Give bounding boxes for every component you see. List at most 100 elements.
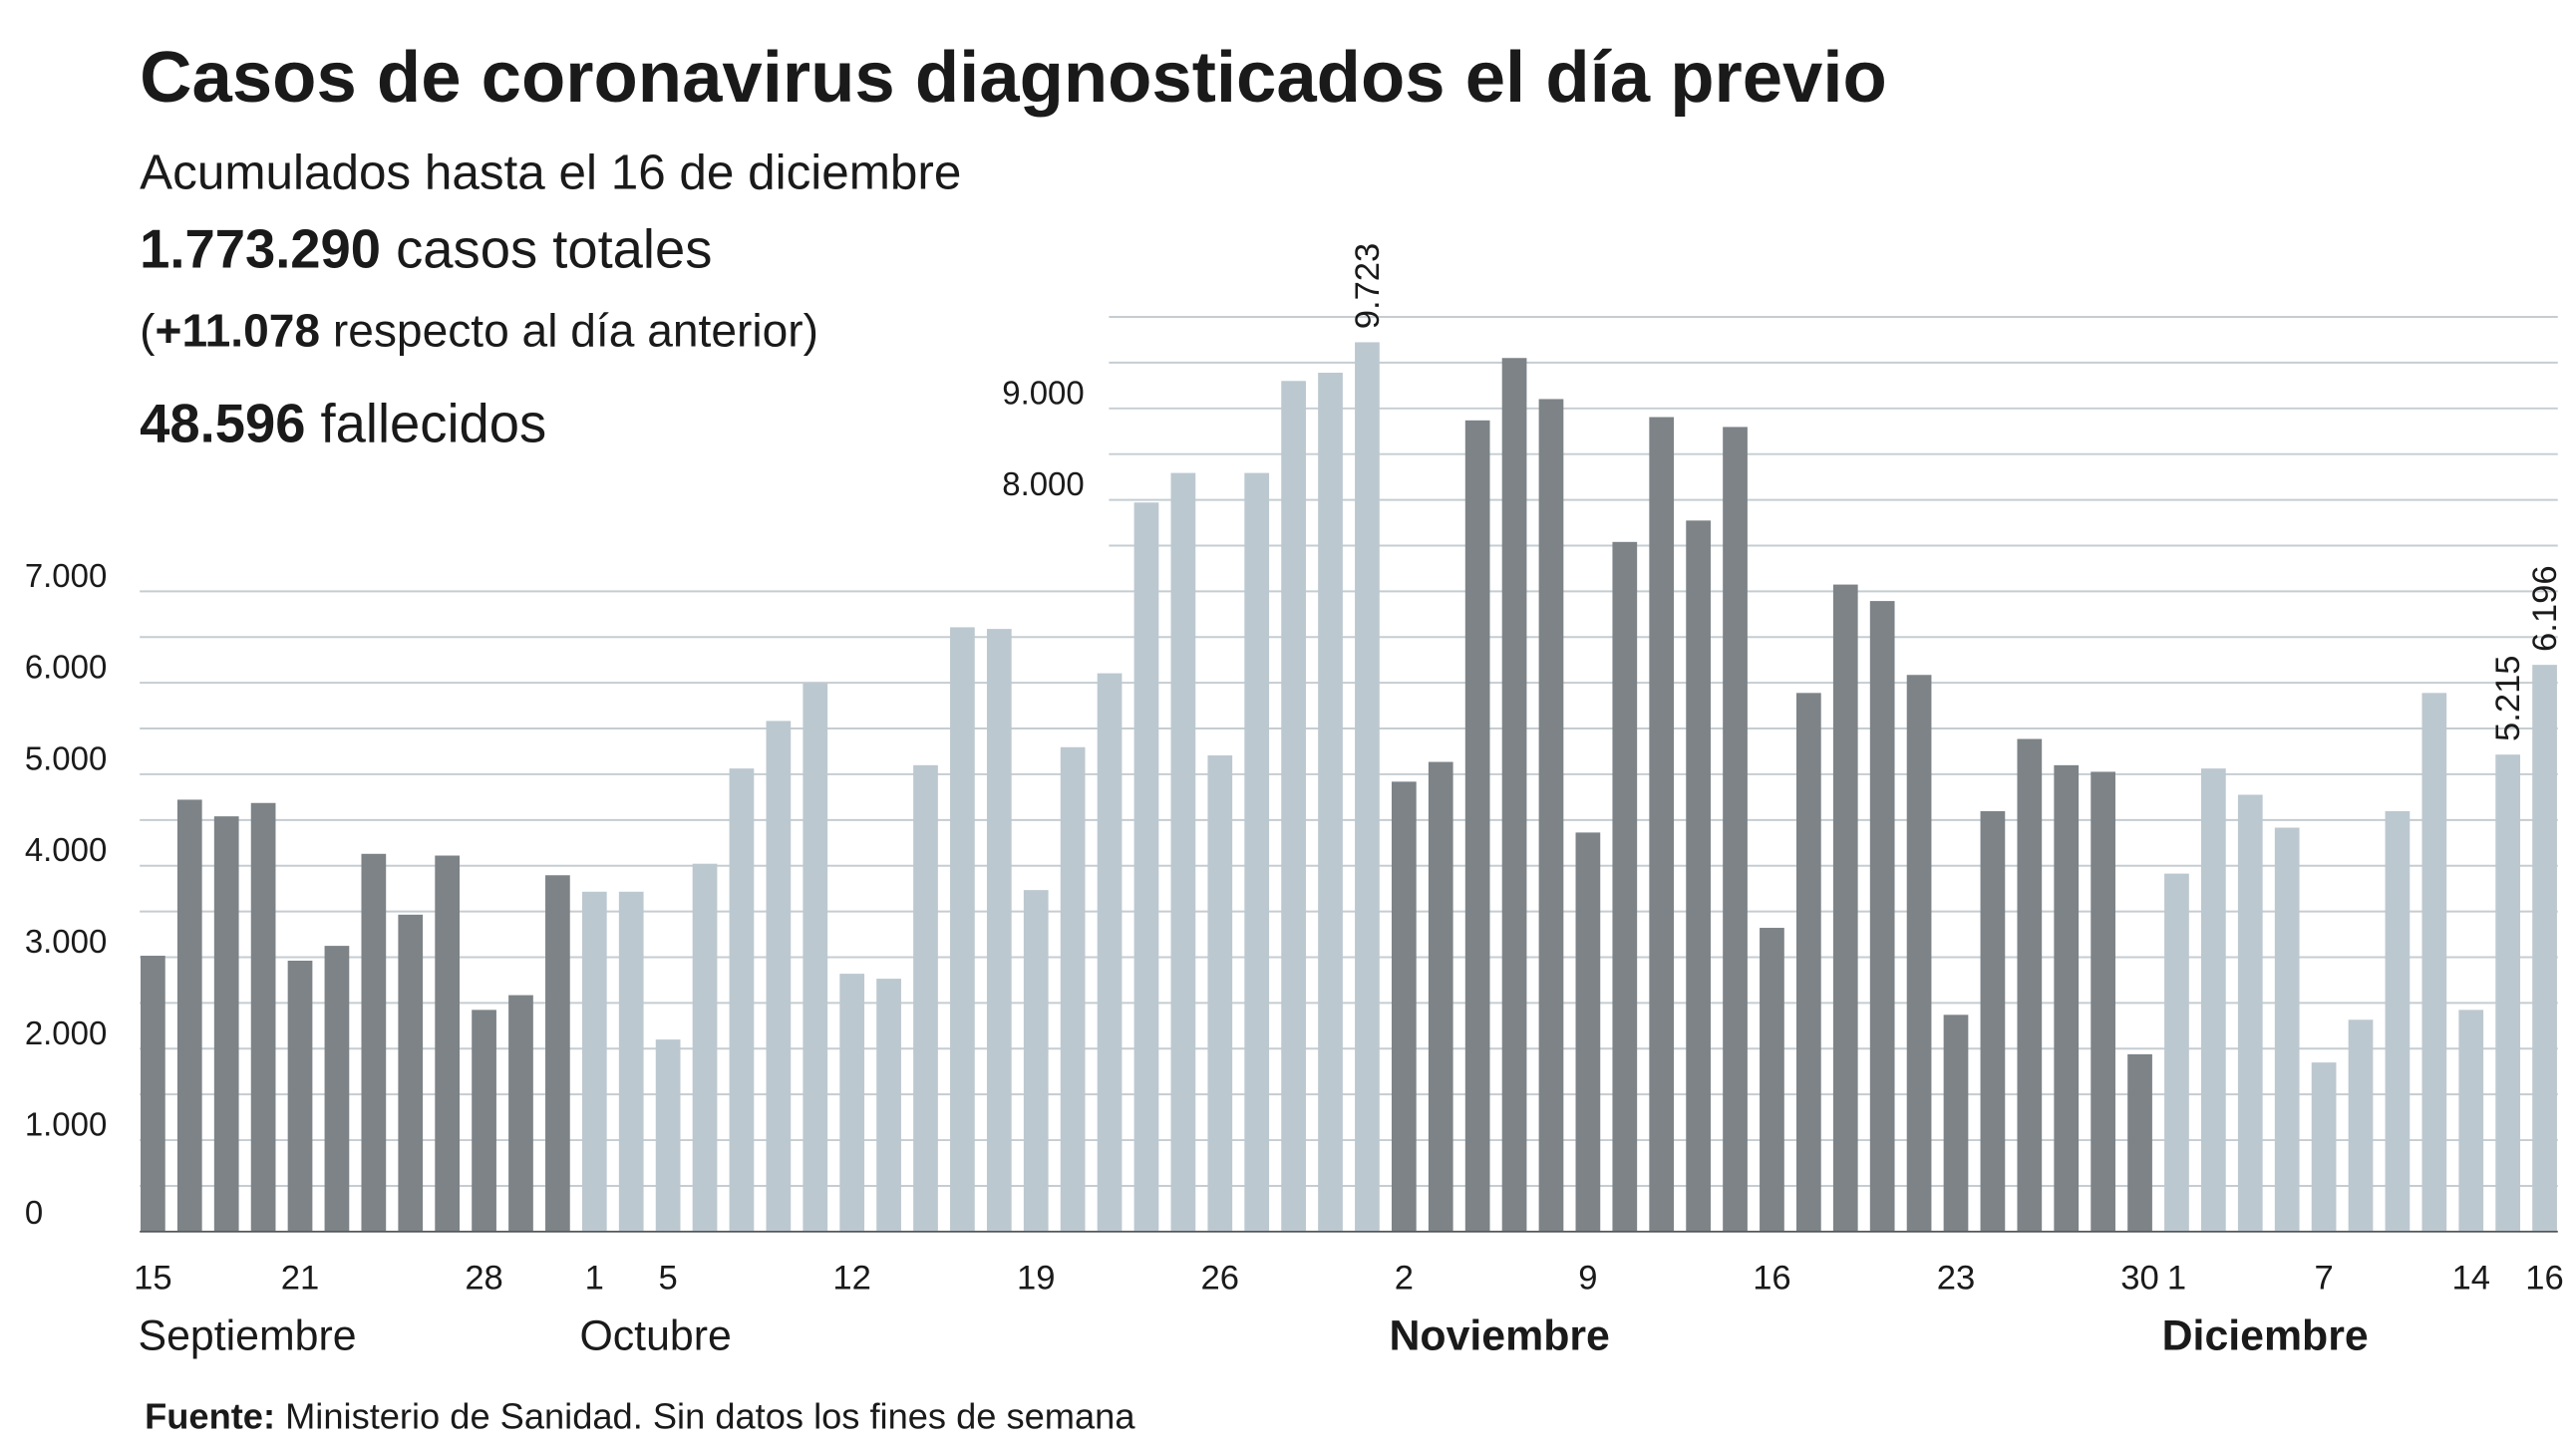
bar — [1133, 502, 1159, 1232]
month-label: Diciembre — [2162, 1311, 2369, 1359]
month-label: Octubre — [579, 1311, 731, 1359]
bar — [2054, 764, 2080, 1232]
bar — [1686, 520, 1711, 1232]
x-tick-label: 1 — [2167, 1260, 2186, 1298]
stat-value: 1.773.290 — [140, 219, 381, 280]
bar — [1943, 1015, 1969, 1232]
bar — [1097, 673, 1123, 1232]
bar — [1355, 342, 1380, 1232]
bar — [213, 816, 239, 1232]
bar — [1428, 761, 1453, 1232]
stat-line: 1.773.290 casos totales — [140, 219, 712, 280]
bar — [2311, 1062, 2337, 1232]
stat-text: ( — [140, 305, 156, 357]
x-tick-label: 26 — [1201, 1260, 1239, 1298]
y-tick-label: 4.000 — [25, 831, 107, 868]
bar — [2164, 873, 2189, 1232]
bar — [361, 853, 387, 1232]
bar — [2458, 1010, 2484, 1232]
bar — [1023, 890, 1049, 1232]
stat-text: casos totales — [381, 219, 712, 280]
bar — [287, 960, 313, 1232]
bar — [1207, 755, 1233, 1232]
x-tick-label: 16 — [1753, 1260, 1790, 1298]
bar — [2495, 754, 2521, 1232]
x-tick-label: 12 — [832, 1260, 870, 1298]
value-label: 9.723 — [1349, 243, 1387, 330]
bar — [986, 629, 1012, 1232]
y-tick-label: 8.000 — [1002, 465, 1084, 502]
x-tick-label: 14 — [2451, 1260, 2489, 1298]
bar — [1795, 693, 1821, 1232]
x-tick-label: 2 — [1395, 1260, 1414, 1298]
bar — [950, 627, 975, 1232]
bar — [250, 802, 276, 1232]
bar — [2237, 794, 2263, 1232]
bar — [545, 875, 570, 1232]
y-tick-label: 2.000 — [25, 1015, 107, 1051]
bar — [398, 914, 424, 1232]
bar — [324, 946, 350, 1232]
bar — [581, 891, 607, 1232]
bar — [1464, 420, 1490, 1232]
x-tick-label: 5 — [658, 1260, 677, 1298]
value-label: 5.215 — [2489, 655, 2527, 741]
bar — [1244, 472, 1270, 1232]
bar — [839, 974, 865, 1232]
stat-text: fallecidos — [305, 393, 546, 453]
bar — [1391, 781, 1417, 1232]
stat-line: (+11.078 respecto al día anterior) — [140, 305, 818, 357]
bar — [1649, 417, 1675, 1232]
y-tick-label: 7.000 — [25, 557, 107, 594]
chart-subtitle: Acumulados hasta el 16 de diciembre — [140, 145, 961, 199]
y-tick-label: 1.000 — [25, 1106, 107, 1143]
bar — [1832, 584, 1858, 1232]
bar — [508, 995, 533, 1232]
x-tick-label: 15 — [134, 1260, 171, 1298]
bar — [729, 768, 755, 1232]
bar — [655, 1039, 681, 1232]
bar — [1170, 472, 1196, 1232]
bar — [1906, 675, 1932, 1232]
bar — [1318, 373, 1343, 1232]
x-tick-label: 16 — [2525, 1260, 2563, 1298]
stat-value: 48.596 — [140, 393, 305, 453]
bar — [2201, 768, 2226, 1232]
bar — [1980, 811, 2006, 1232]
bar — [692, 863, 718, 1232]
bar — [1538, 399, 1564, 1232]
bar — [2017, 738, 2043, 1232]
bar — [618, 891, 644, 1232]
y-tick-label: 6.000 — [25, 649, 107, 686]
bar — [2127, 1053, 2152, 1232]
stat-line: 48.596 fallecidos — [140, 393, 546, 453]
x-tick-label: 7 — [2314, 1260, 2333, 1298]
x-tick-label: 28 — [465, 1260, 502, 1298]
bar — [435, 855, 461, 1232]
stat-text: respecto al día anterior) — [320, 305, 818, 357]
bar — [2274, 827, 2300, 1232]
x-tick-label: 19 — [1017, 1260, 1055, 1298]
y-tick-label: 0 — [25, 1194, 43, 1231]
x-tick-label: 9 — [1578, 1260, 1597, 1298]
bar — [1723, 427, 1748, 1232]
bar — [2385, 811, 2411, 1232]
stat-value: +11.078 — [156, 305, 320, 357]
bar — [1281, 381, 1306, 1232]
bar — [913, 764, 938, 1232]
bar — [2421, 693, 2447, 1232]
y-tick-label: 3.000 — [25, 923, 107, 960]
bar — [766, 721, 792, 1232]
bar — [803, 683, 828, 1232]
bar — [1575, 832, 1601, 1232]
x-tick-label: 23 — [1937, 1260, 1975, 1298]
x-tick-label: 1 — [585, 1260, 604, 1298]
bar — [2091, 771, 2115, 1232]
x-tick-label: 21 — [281, 1260, 319, 1298]
bar — [1869, 601, 1895, 1232]
month-label: Noviembre — [1390, 1311, 1610, 1359]
stats: 1.773.290 casos totales (+11.078 respecto… — [140, 219, 818, 454]
source-text: Ministerio de Sanidad. Sin datos los fin… — [275, 1396, 1135, 1437]
x-tick-label: 30 — [2120, 1260, 2158, 1298]
